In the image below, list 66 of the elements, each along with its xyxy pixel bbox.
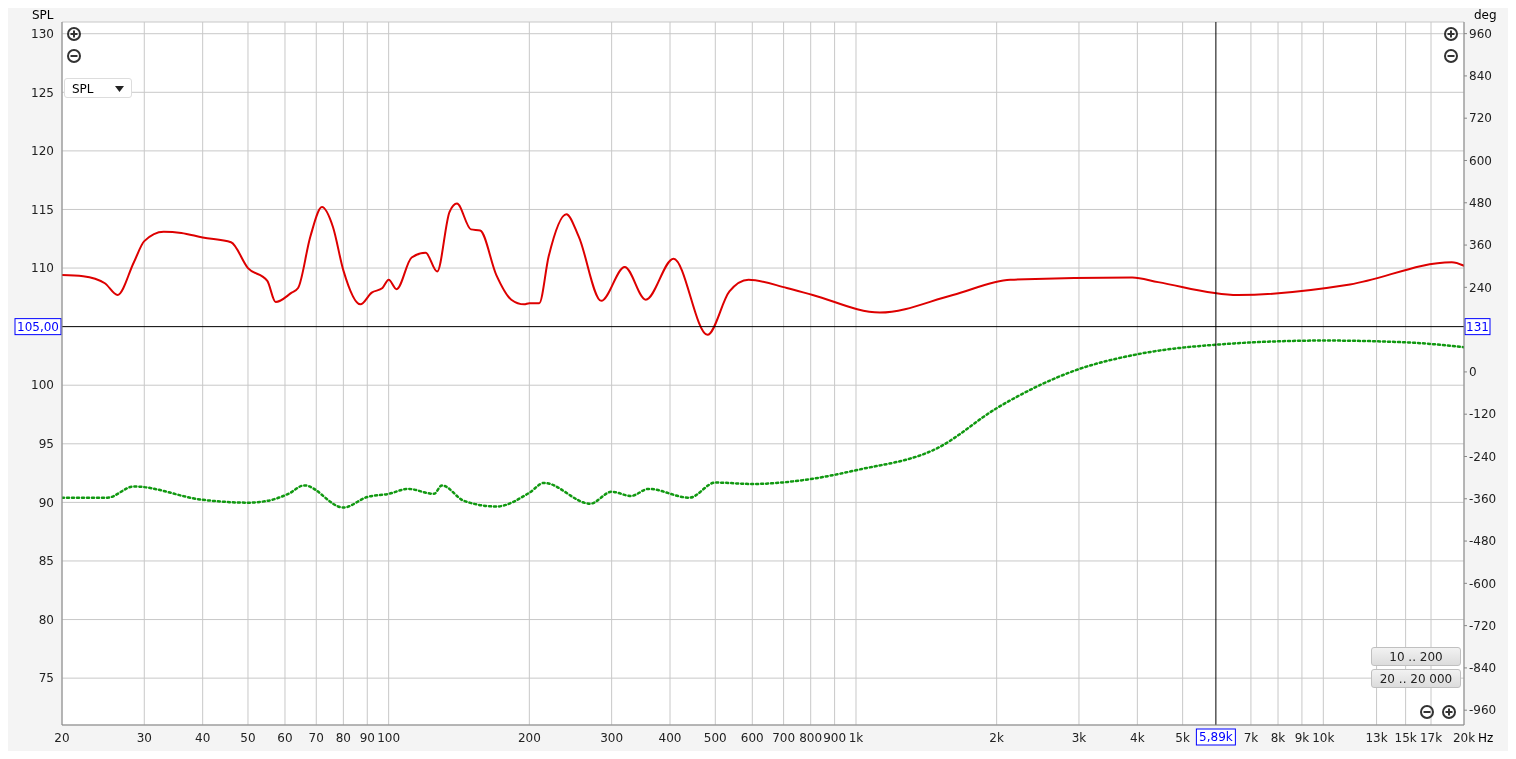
x-tick-label: 1k bbox=[848, 730, 864, 745]
x-tick-label: 5k bbox=[1175, 730, 1190, 745]
y-axis-title: SPL bbox=[32, 8, 54, 22]
y2-tick-label: 840 bbox=[1469, 69, 1492, 84]
x-tick-label: 300 bbox=[600, 730, 624, 745]
x-tick-label: 700 bbox=[772, 730, 796, 745]
y-tick-label: 95 bbox=[38, 437, 54, 452]
dropdown: SPL bbox=[64, 78, 132, 98]
x-tick-label: 800 bbox=[799, 730, 823, 745]
y2-tick-label: -720 bbox=[1469, 618, 1497, 633]
x-tick-label: 10k bbox=[1312, 730, 1335, 745]
x-tick-label: 17k bbox=[1419, 730, 1443, 745]
text: 131 bbox=[1466, 319, 1489, 334]
x-tick-label: 15k bbox=[1394, 730, 1417, 745]
x-tick-label: 50 bbox=[240, 730, 256, 745]
ref-line-label: 5,89k bbox=[1199, 730, 1233, 744]
x-tick-label: 600 bbox=[740, 730, 764, 745]
x-tick-label: 13k bbox=[1365, 730, 1388, 745]
x-tick-label: 100 bbox=[377, 730, 401, 745]
y2-tick-label: -240 bbox=[1469, 449, 1497, 464]
x-tick-label: 7k bbox=[1243, 730, 1259, 745]
y2-axis-title: deg bbox=[1474, 8, 1497, 22]
y2-tick-label: 240 bbox=[1469, 280, 1492, 295]
y-tick-label: 85 bbox=[38, 554, 54, 569]
y2-tick-label: 360 bbox=[1469, 238, 1492, 253]
x-tick-label: 500 bbox=[703, 730, 727, 745]
x-tick-label: 30 bbox=[136, 730, 152, 745]
x-tick-label: 20k bbox=[1452, 730, 1476, 745]
y2-tick-label: 0 bbox=[1469, 365, 1477, 380]
ref-line-label: 105,00 bbox=[17, 319, 59, 334]
x-tick-label: 200 bbox=[517, 730, 541, 745]
y2-tick-label: -120 bbox=[1469, 407, 1497, 422]
y-tick-label: 80 bbox=[38, 612, 54, 627]
y-tick-label: 130 bbox=[31, 26, 54, 41]
button: 10 .. 200 bbox=[1371, 647, 1461, 666]
y2-tick-label: 600 bbox=[1469, 153, 1492, 168]
x-tick-label: 900 bbox=[823, 730, 847, 745]
x-tick-label: 3k bbox=[1071, 730, 1087, 745]
x-tick-label: 40 bbox=[195, 730, 211, 745]
y2-tick-label: 960 bbox=[1469, 26, 1492, 41]
x-tick-label: 2k bbox=[989, 730, 1004, 745]
x-tick-label: 4k bbox=[1130, 730, 1145, 745]
y-tick-label: 115 bbox=[31, 202, 54, 217]
x-axis-title: Hz bbox=[1478, 731, 1494, 745]
y-tick-label: 75 bbox=[38, 671, 54, 686]
y-tick-label: 100 bbox=[31, 378, 54, 393]
y2-tick-label: -840 bbox=[1469, 661, 1497, 676]
y2-tick-label: -960 bbox=[1469, 703, 1497, 718]
x-tick-label: 60 bbox=[277, 730, 293, 745]
x-tick-label: 90 bbox=[359, 730, 375, 745]
y2-tick-label: -480 bbox=[1469, 534, 1497, 549]
y2-tick-label: 480 bbox=[1469, 196, 1492, 211]
x-tick-label: 20 bbox=[54, 730, 70, 745]
y2-tick-label: -600 bbox=[1469, 576, 1497, 591]
x-tick-label: 8k bbox=[1270, 730, 1286, 745]
x-tick-label: 80 bbox=[335, 730, 351, 745]
y-tick-label: 90 bbox=[38, 495, 54, 510]
y2-tick-label: -360 bbox=[1469, 492, 1497, 507]
x-tick-label: 400 bbox=[658, 730, 682, 745]
y-tick-label: 125 bbox=[31, 85, 54, 100]
y-tick-label: 120 bbox=[31, 144, 54, 159]
x-tick-label: 70 bbox=[308, 730, 324, 745]
x-tick-label: 9k bbox=[1294, 730, 1310, 745]
y-tick-label: 110 bbox=[31, 261, 54, 276]
button: 20 .. 20 000 bbox=[1371, 669, 1461, 688]
y2-tick-label: 720 bbox=[1469, 111, 1492, 126]
